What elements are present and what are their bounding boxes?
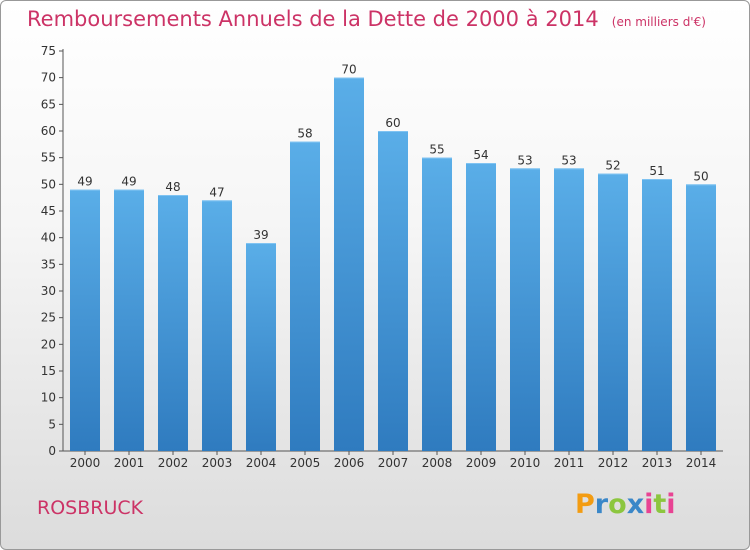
place-name: ROSBRUCK — [37, 497, 144, 519]
data-label: 47 — [209, 185, 224, 199]
bar — [334, 77, 364, 452]
x-tick-label: 2002 — [158, 456, 189, 470]
data-label: 52 — [605, 159, 620, 173]
data-label: 39 — [253, 228, 268, 242]
chart-subtitle: (en milliers d'€) — [611, 15, 706, 29]
y-tick-label: 10 — [41, 391, 56, 405]
y-tick-label: 5 — [48, 417, 56, 431]
y-tick-label: 45 — [41, 204, 56, 218]
bar — [246, 243, 276, 451]
axes: 0 5 10 15 20 25 30 35 40 45 50 55 60 65 70 75 2000 2001 20… — [41, 44, 723, 470]
bar — [290, 141, 320, 451]
bar — [554, 168, 584, 452]
x-tick-label: 2004 — [246, 456, 277, 470]
proxiti-logo: Proxiti — [575, 489, 676, 520]
bar — [466, 163, 496, 451]
y-tick-label: 70 — [41, 71, 56, 85]
bar — [114, 189, 144, 451]
x-tick-label: 2013 — [642, 456, 673, 470]
y-tick-label: 65 — [41, 97, 56, 111]
y-tick-label: 60 — [41, 124, 56, 138]
bar — [378, 131, 408, 451]
data-label: 53 — [517, 153, 532, 167]
y-tick-label: 30 — [41, 284, 56, 298]
data-label: 53 — [561, 153, 576, 167]
y-tick-label: 35 — [41, 257, 56, 271]
x-tick-label: 2000 — [70, 456, 101, 470]
x-tick-label: 2007 — [378, 456, 409, 470]
bar — [422, 157, 452, 451]
data-label: 54 — [473, 148, 488, 162]
x-tick-label: 2009 — [466, 456, 497, 470]
y-tick-label: 0 — [48, 444, 56, 458]
bar — [686, 184, 716, 452]
logo-letter: r — [594, 489, 609, 520]
bars — [70, 77, 716, 452]
data-label: 48 — [165, 180, 180, 194]
x-tick-label: 2005 — [290, 456, 321, 470]
logo-letter: o — [608, 489, 627, 520]
data-label: 60 — [385, 116, 400, 130]
logo-letter: P — [575, 489, 595, 520]
data-label: 58 — [297, 127, 312, 141]
x-tick-label: 2014 — [686, 456, 717, 470]
x-tick-label: 2010 — [510, 456, 541, 470]
data-label: 55 — [429, 143, 444, 157]
x-tick-label: 2011 — [554, 456, 585, 470]
bar — [158, 195, 188, 451]
logo-letter: i — [644, 489, 654, 520]
x-tick-label: 2003 — [202, 456, 233, 470]
bar — [598, 173, 628, 451]
x-tick-label: 2001 — [114, 456, 145, 470]
data-label: 70 — [341, 63, 356, 77]
data-label: 50 — [693, 169, 708, 183]
x-tick-label: 2006 — [334, 456, 365, 470]
y-tick-label: 55 — [41, 151, 56, 165]
y-tick-label: 15 — [41, 364, 56, 378]
data-label: 49 — [121, 175, 136, 189]
y-tick-label: 20 — [41, 337, 56, 351]
logo-letter: t — [653, 489, 667, 520]
bar — [510, 168, 540, 452]
y-tick-label: 25 — [41, 311, 56, 325]
data-label: 51 — [649, 164, 664, 178]
y-tick-label: 40 — [41, 231, 56, 245]
data-label: 49 — [77, 175, 92, 189]
logo-letter: x — [626, 489, 645, 520]
chart-title: Remboursements Annuels de la Dette de 20… — [27, 7, 599, 31]
bar — [70, 189, 100, 451]
y-tick-label: 50 — [41, 177, 56, 191]
bar — [202, 200, 232, 451]
x-tick-label: 2008 — [422, 456, 453, 470]
bar — [642, 179, 672, 451]
x-tick-label: 2012 — [598, 456, 629, 470]
title-block: Remboursements Annuels de la Dette de 20… — [27, 7, 706, 31]
y-tick-label: 75 — [41, 44, 56, 58]
data-labels: 49 49 48 47 39 58 70 60 55 54 53 53 52 51 50 — [77, 63, 708, 242]
logo-letter: i — [666, 489, 676, 520]
